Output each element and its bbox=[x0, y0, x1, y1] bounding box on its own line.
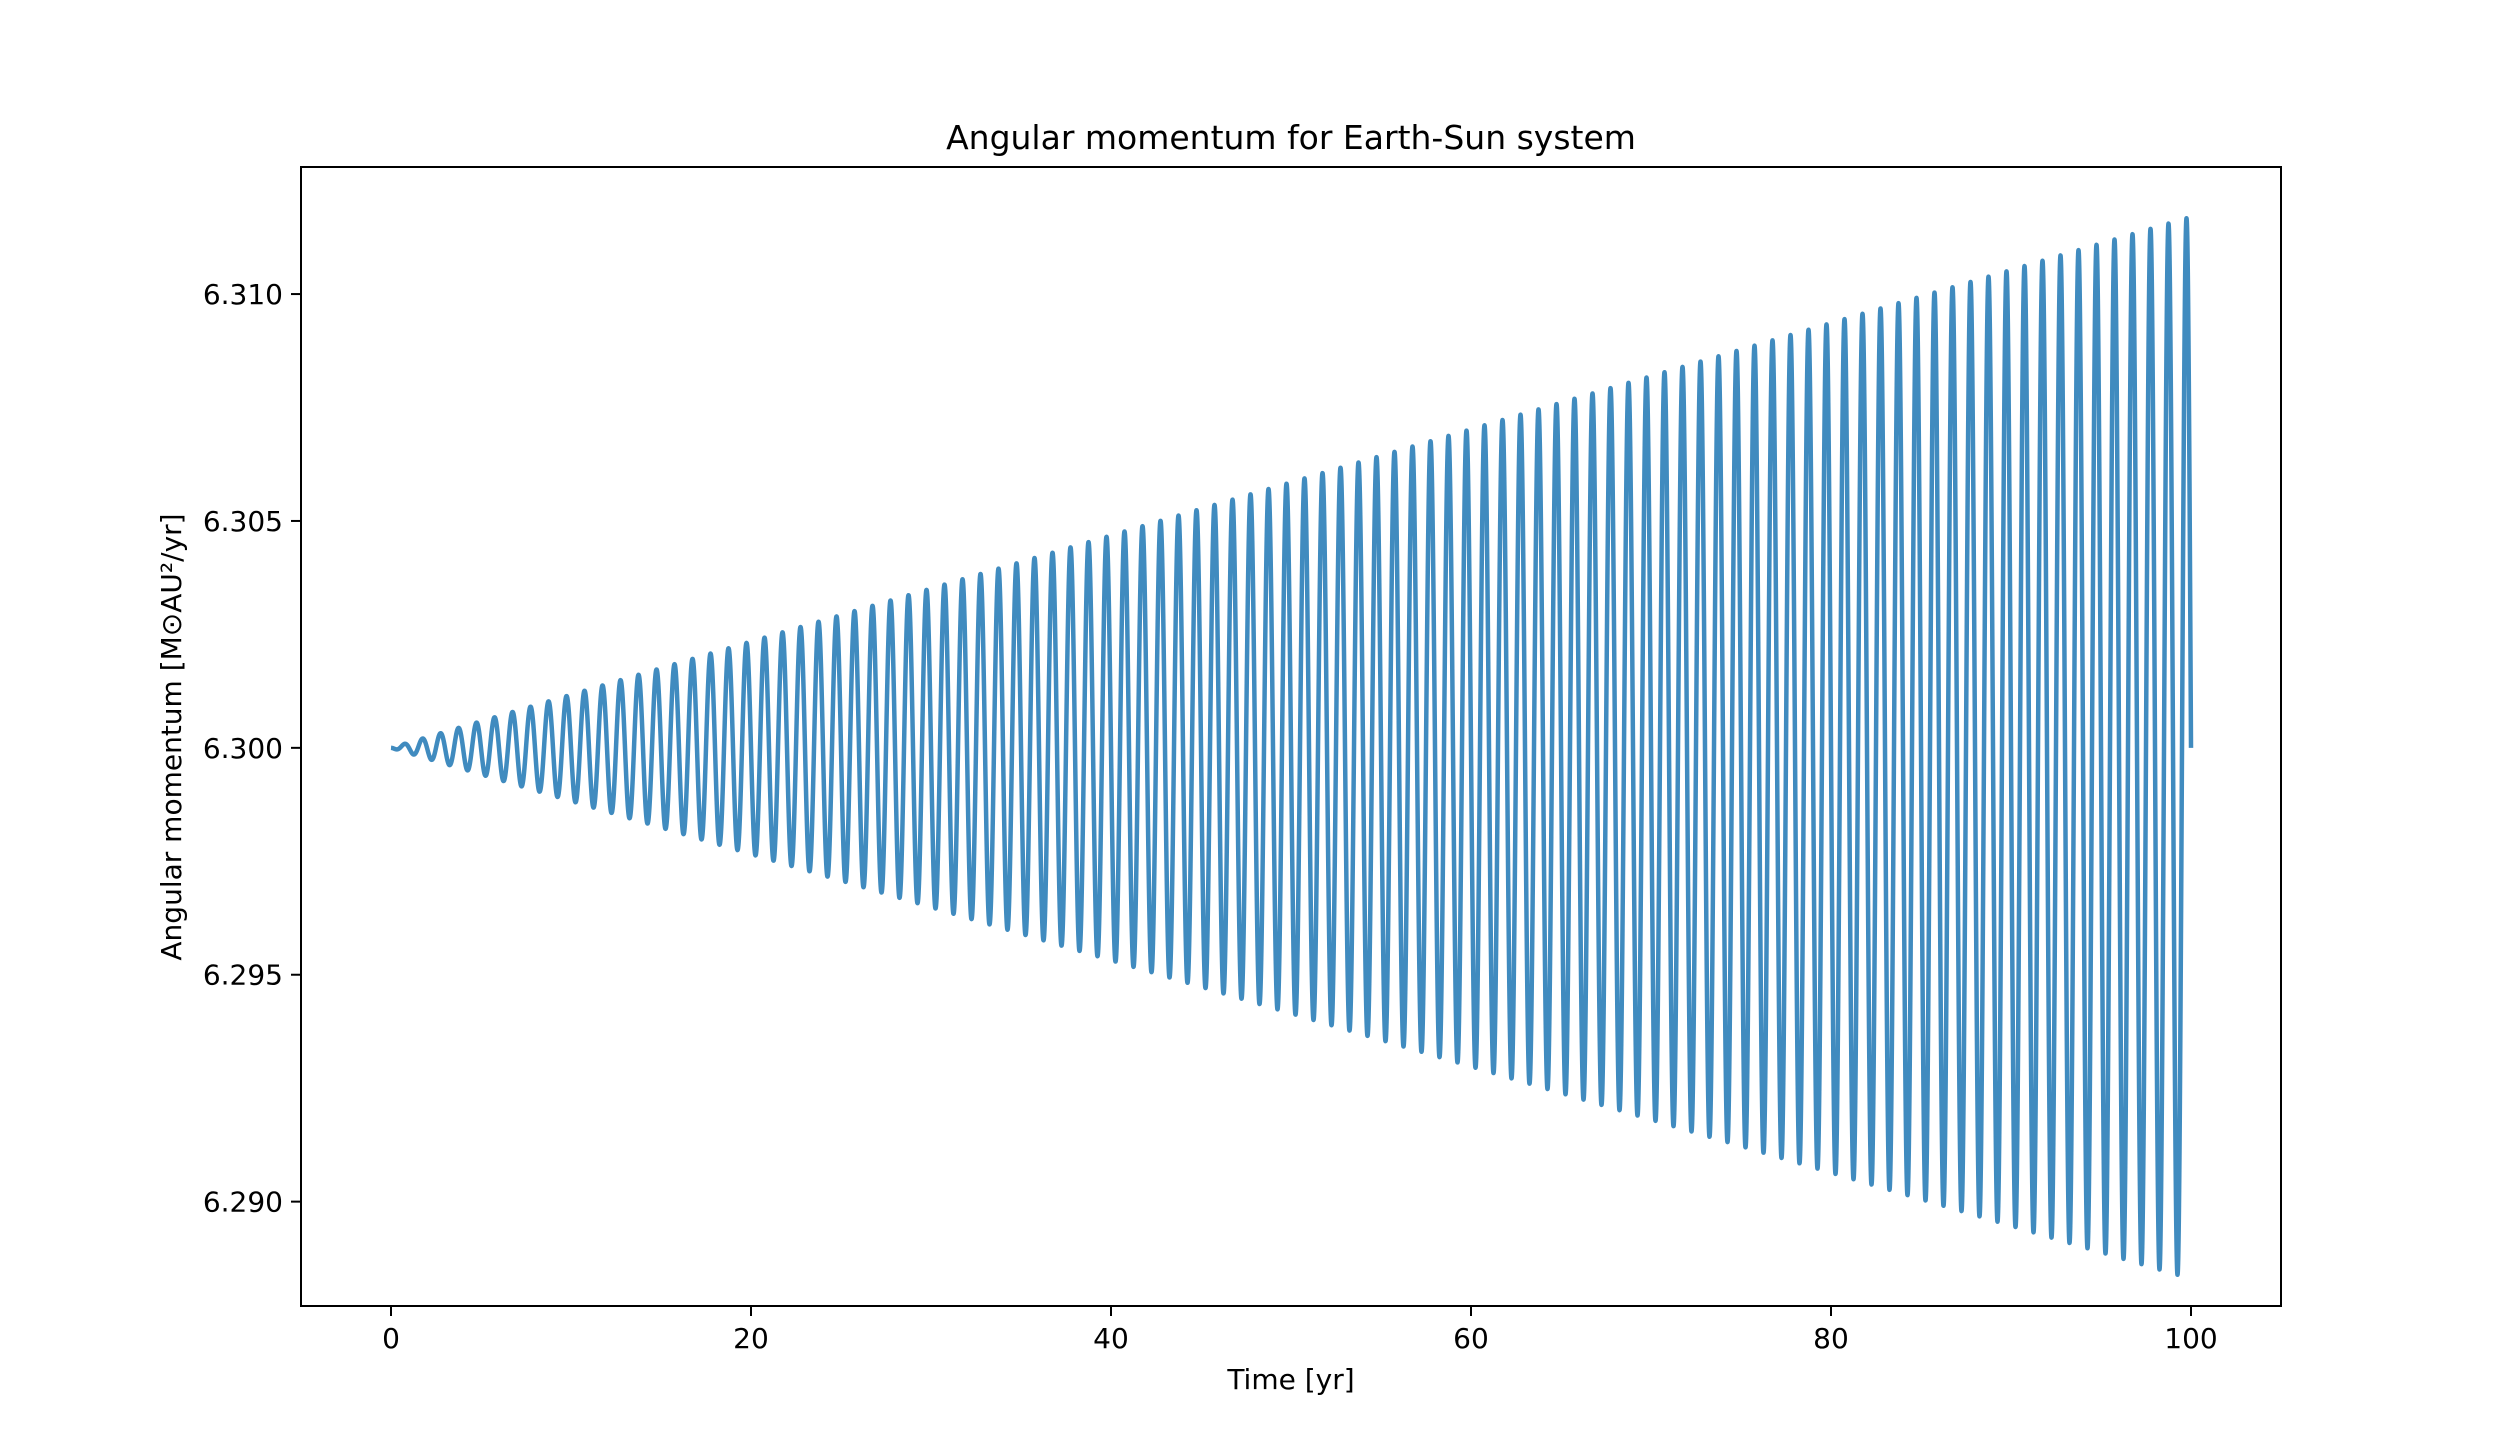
y-axis-ticks: 6.290 6.295 6.300 6.305 6.310 bbox=[203, 278, 301, 1219]
plot-area-frame bbox=[300, 166, 2282, 1307]
y-tick-label: 6.305 bbox=[203, 505, 283, 538]
chart-title: Angular momentum for Earth-Sun system bbox=[946, 118, 1636, 157]
angular-momentum-series-line bbox=[388, 215, 2194, 1278]
x-tick-label: 40 bbox=[1093, 1322, 1129, 1355]
x-axis-label: Time [yr] bbox=[1226, 1363, 1354, 1396]
x-tick-label: 60 bbox=[1453, 1322, 1489, 1355]
x-tick-label: 0 bbox=[382, 1322, 400, 1355]
y-tick-label: 6.300 bbox=[203, 732, 283, 765]
x-tick-label: 80 bbox=[1813, 1322, 1849, 1355]
y-axis-label: Angular momentum [M⊙AU²/yr] bbox=[155, 513, 188, 960]
x-axis-ticks: 0 20 40 60 80 100 bbox=[382, 1306, 2218, 1355]
y-tick-label: 6.310 bbox=[203, 278, 283, 311]
y-tick-label: 6.295 bbox=[203, 959, 283, 992]
y-tick-label: 6.290 bbox=[203, 1186, 283, 1219]
x-tick-label: 100 bbox=[2164, 1322, 2217, 1355]
x-tick-label: 20 bbox=[733, 1322, 769, 1355]
